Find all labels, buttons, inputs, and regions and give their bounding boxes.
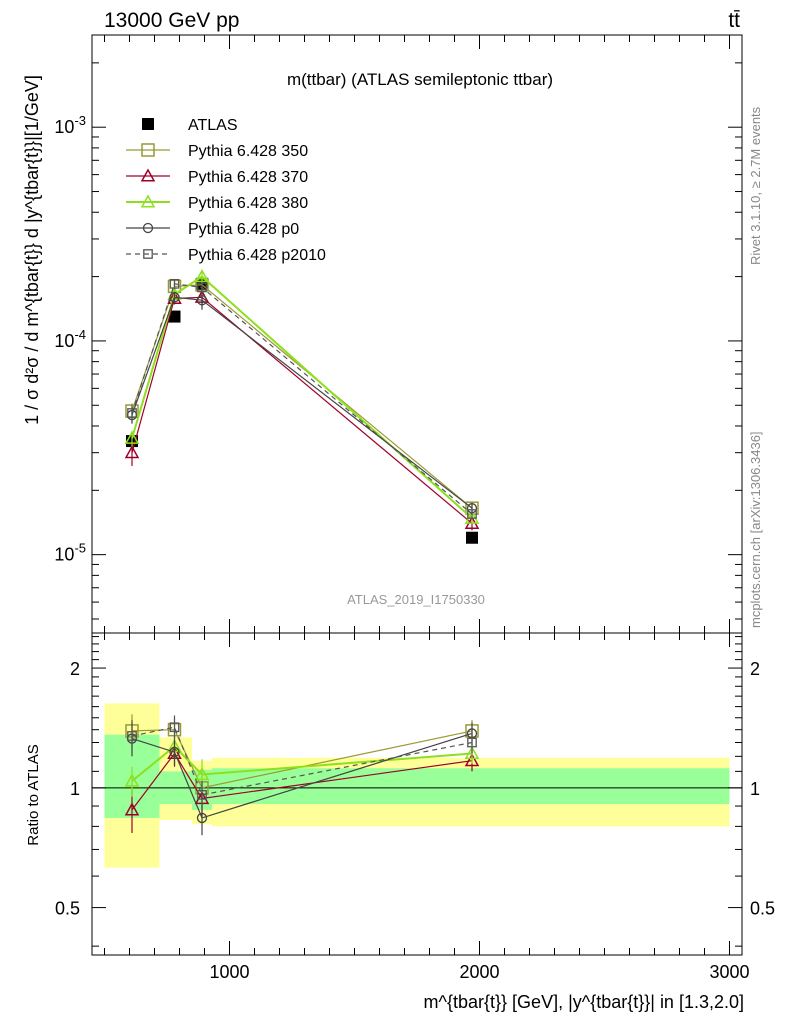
main-data-point (194, 269, 210, 283)
ratio-y-tick-label-right: 2 (750, 659, 760, 679)
y-tick-label: 10-4 (54, 327, 86, 351)
ratio-y-tick-label-right: 0.5 (750, 899, 775, 919)
legend-entry: Pythia 6.428 370 (126, 168, 308, 186)
ratio-data-point (194, 766, 210, 781)
y-tick-label: 10-3 (54, 113, 86, 137)
mcplots-source-label: mcplots.cern.ch [arXiv:1306.3436] (748, 431, 763, 628)
plot-title: m(ttbar) (ATLAS semileptonic ttbar) (287, 70, 553, 89)
legend-label: Pythia 6.428 350 (188, 143, 308, 160)
main-data-point (197, 282, 207, 293)
ratio-series-line (131, 745, 473, 782)
legend-marker (142, 118, 154, 130)
ratio-y-axis-label: Ratio to ATLAS (25, 744, 42, 845)
x-tick-label: 3000 (709, 962, 749, 982)
main-data-point (168, 310, 181, 323)
legend-entry: Pythia 6.428 380 (126, 194, 308, 212)
ratio-series-2 (124, 734, 480, 797)
legend-marker (140, 194, 156, 208)
analysis-watermark: ATLAS_2019_I1750330 (347, 592, 485, 607)
main-data-point (124, 445, 140, 459)
main-series-line (131, 283, 473, 515)
y-tick-exponent: -3 (74, 113, 86, 128)
x-axis-label: m^{tbar{t}} [GeV], |y^{tbar{t}}| in [1.3… (424, 992, 744, 1012)
x-tick-label: 1000 (209, 962, 249, 982)
ratio-data-point (169, 746, 180, 758)
ratio-band-green (212, 768, 730, 805)
process-label: tt̄ (728, 9, 740, 32)
ratio-data-point (124, 773, 140, 787)
main-series-line (131, 275, 473, 520)
main-series-line (131, 296, 473, 509)
main-data-point (196, 295, 208, 306)
ratio-series-4 (127, 715, 477, 810)
legend-marker (142, 222, 154, 234)
legend-entry: Pythia 6.428 350 (126, 143, 308, 160)
main-data-point (169, 278, 180, 289)
main-plot-content (124, 269, 480, 544)
main-data-point (467, 509, 477, 519)
ratio-axis-ticks: 1000 2000 3000 0.5 0.5 1 1 2 2 (55, 633, 775, 982)
legend: ATLAS Pythia 6.428 350 Pythia 6.428 370 Pyt… (126, 117, 326, 264)
legend-entry: Pythia 6.428 p0 (126, 221, 299, 238)
ratio-plot-content (124, 714, 480, 836)
main-series-2 (124, 288, 480, 531)
ratio-data-point (464, 745, 480, 760)
ratio-data-point (124, 802, 140, 816)
legend-marker (143, 249, 153, 259)
ratio-data-point (197, 790, 207, 800)
ratio-series-line (131, 752, 473, 811)
ratio-y-tick-label-right: 1 (750, 779, 760, 799)
legend-marker (141, 143, 155, 157)
x-tick-label: 2000 (459, 962, 499, 982)
main-data-point (127, 408, 137, 418)
ratio-y-tick-label: 2 (70, 659, 80, 679)
main-data-point (466, 531, 478, 544)
main-y-axis-label: 1 / σ d²σ / d m^{tbar{t}} d |y^{tbar{t}}… (22, 75, 42, 425)
main-series-4 (126, 291, 478, 514)
main-series-0 (126, 277, 478, 544)
legend-label: Pythia 6.428 p2010 (188, 247, 326, 264)
ratio-series-line (131, 729, 473, 789)
main-series-line (131, 296, 473, 524)
ratio-plot-frame (91, 632, 743, 956)
legend-marker (140, 168, 156, 182)
ratio-uncertainty-bands (92, 703, 742, 868)
ratio-data-point (169, 722, 180, 733)
main-series-5 (127, 278, 477, 519)
ratio-data-point (196, 812, 208, 824)
y-tick-exponent: -4 (74, 327, 86, 342)
ratio-series-line (131, 726, 473, 796)
y-tick-exponent: -5 (74, 541, 86, 556)
legend-label: Pythia 6.428 370 (188, 169, 308, 186)
main-data-point (124, 430, 140, 444)
ratio-y-tick-label: 1 (70, 779, 80, 799)
legend-label: Pythia 6.428 380 (188, 195, 308, 212)
y-tick-label: 10-5 (54, 541, 86, 565)
main-series-line (131, 284, 473, 509)
ratio-data-point (467, 737, 477, 748)
legend-entry: Pythia 6.428 p2010 (126, 247, 326, 264)
ratio-y-tick-label: 0.5 (55, 899, 80, 919)
rivet-version-label: Rivet 3.1.10, ≥ 2.7M events (748, 106, 763, 265)
legend-label: Pythia 6.428 p0 (188, 221, 299, 238)
ratio-data-point (464, 753, 480, 767)
legend-label: ATLAS (188, 117, 238, 134)
ratio-series-3 (126, 722, 478, 836)
energy-label: 13000 GeV pp (104, 9, 239, 32)
ratio-data-point (127, 731, 137, 741)
legend-entry: ATLAS (142, 117, 238, 134)
ratio-series-line (131, 732, 473, 819)
main-series-3 (124, 269, 480, 524)
